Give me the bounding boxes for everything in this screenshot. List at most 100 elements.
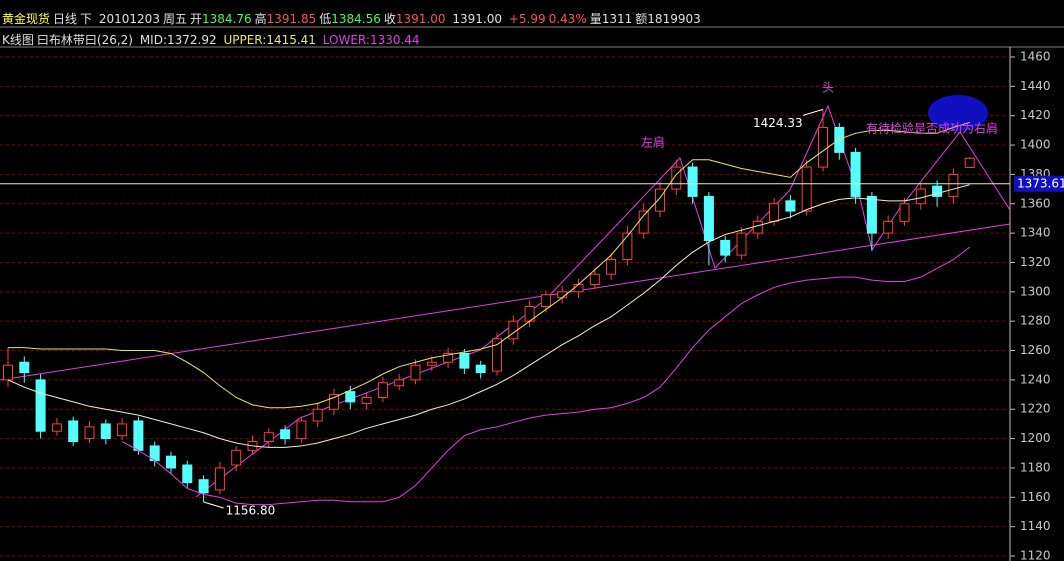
candle-body: [133, 420, 144, 451]
label: 量: [589, 12, 602, 26]
candle-body: [214, 467, 225, 491]
candle-body: [492, 338, 502, 372]
candle-body: [834, 126, 845, 153]
quote-header: 黄金现货 日线下 20101203 周五 开1384.76 高1391.85 低1384.…: [2, 10, 704, 27]
value: 0.43%: [548, 12, 587, 26]
value: 1384.56: [331, 12, 381, 26]
y-tick-label: 1340: [1020, 226, 1051, 240]
last-price-label: 1373.61: [1017, 176, 1064, 190]
annotation: 有待检验是否成功为右肩: [866, 121, 998, 136]
candle-body: [736, 232, 747, 256]
candle-body: [117, 423, 128, 437]
candle-body: [51, 423, 62, 432]
y-tick-label: 1460: [1020, 49, 1051, 63]
candle-body: [231, 449, 242, 466]
y-tick-label: 1300: [1020, 284, 1051, 298]
label: MID:: [139, 33, 167, 47]
band-line: [7, 184, 970, 448]
y-tick-label: 1360: [1020, 196, 1051, 210]
candle-body: [410, 364, 421, 381]
value: 1372.92: [167, 33, 217, 47]
candle-body: [785, 200, 796, 212]
y-tick-label: 1140: [1020, 519, 1051, 533]
candle-body: [622, 232, 633, 261]
label: LOWER:: [322, 33, 370, 47]
candle-body: [899, 203, 910, 222]
candle-body: [671, 166, 682, 190]
y-tick-label: 1160: [1020, 490, 1051, 504]
dir: 下: [80, 12, 93, 26]
candle-body: [769, 203, 780, 222]
label: 曰(26,2): [84, 33, 133, 47]
indicator-header: K线图 曰布林带曰(26,2) MID:1372.92 UPPER:1415.41…: [2, 31, 423, 48]
candle-body: [655, 188, 665, 212]
trendline: [195, 104, 1011, 498]
candle-body: [329, 394, 339, 410]
period: 日线: [53, 12, 78, 26]
y-tick-label: 1220: [1020, 402, 1051, 416]
annotation: 头: [822, 81, 834, 95]
value: 1415.41: [266, 33, 316, 47]
candle-body: [35, 379, 46, 432]
candle-body: [312, 408, 323, 422]
annotation: 左肩: [641, 135, 665, 150]
label: 曰布林带: [36, 33, 85, 47]
value: 1391.85: [266, 12, 317, 26]
weekday: 周五: [162, 12, 187, 26]
candle-body: [377, 382, 388, 398]
candle-body: [84, 426, 95, 440]
low-pointer: [203, 501, 224, 509]
label: 低: [319, 12, 332, 26]
candle-body: [296, 420, 307, 440]
candle-body: [443, 352, 454, 363]
candle-body: [818, 126, 828, 168]
value: 1391.00: [452, 12, 502, 26]
candle-body: [964, 157, 975, 168]
y-tick-label: 1440: [1020, 79, 1051, 93]
label: 额: [635, 12, 648, 26]
candle-body: [850, 151, 861, 197]
candle-body: [540, 294, 551, 307]
candle-body: [182, 464, 193, 484]
label: K线图: [2, 33, 34, 47]
trendline: [0, 223, 1011, 381]
candle-body: [19, 361, 30, 374]
candle-body: [720, 239, 731, 256]
candle-body: [100, 423, 111, 440]
low-label: 1156.80: [226, 503, 276, 517]
candle-body: [589, 273, 600, 285]
candle-body: [508, 320, 519, 340]
y-tick-label: 1200: [1020, 431, 1051, 445]
candle-body: [687, 166, 698, 197]
date: 20101203: [98, 12, 160, 26]
candle-body: [866, 195, 877, 234]
y-tick-label: 1260: [1020, 343, 1051, 357]
candle-body: [263, 432, 274, 443]
value: +5.99: [508, 12, 546, 26]
candle-body: [345, 391, 356, 403]
high-label: 1424.33: [753, 116, 803, 130]
band-line: [8, 121, 970, 409]
value: 1311: [601, 12, 633, 26]
candle-body: [573, 283, 584, 293]
candle-body: [394, 379, 405, 387]
candle-body: [606, 259, 617, 275]
candle-body: [801, 166, 812, 212]
value: 1391.00: [395, 12, 446, 26]
label: UPPER:: [223, 33, 267, 47]
candle-body: [166, 455, 176, 469]
value: 1384.76: [201, 12, 252, 26]
candle-body: [68, 420, 79, 443]
label: 收: [383, 12, 396, 26]
candle-body: [638, 210, 649, 234]
y-tick-label: 1120: [1020, 549, 1051, 561]
label: 开: [189, 12, 202, 26]
y-tick-label: 1320: [1020, 255, 1051, 269]
highlight: [928, 95, 988, 131]
band-line: [121, 246, 971, 506]
candle-body: [459, 352, 470, 369]
candle-body: [752, 220, 763, 234]
value: 1819903: [647, 12, 701, 26]
